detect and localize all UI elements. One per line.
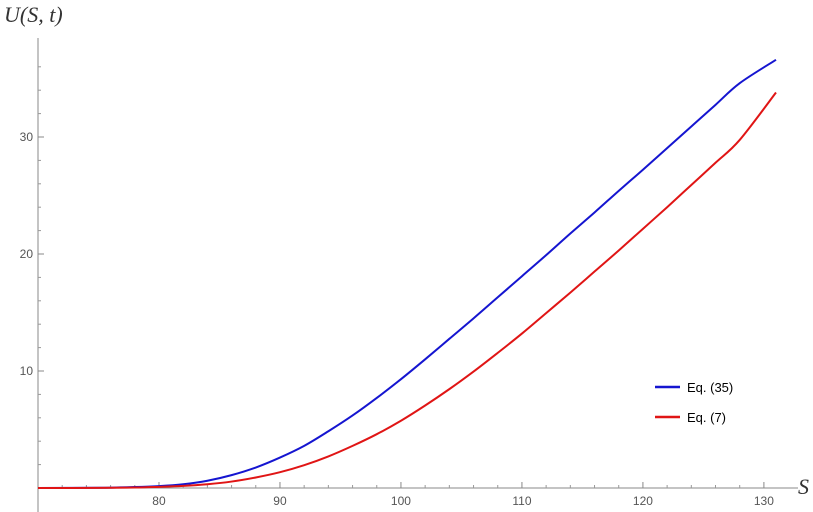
legend-label: Eq. (7) <box>687 410 726 425</box>
legend-label: Eq. (35) <box>687 380 733 395</box>
x-tick-label: 110 <box>512 494 531 508</box>
y-axis-label: U(S, t) <box>4 2 63 27</box>
series-layer <box>37 58 777 489</box>
x-tick-label: 90 <box>273 494 287 508</box>
x-tick-label: 130 <box>754 494 774 508</box>
axes: 80 90 100 110 120 130 10 20 30 <box>20 38 798 512</box>
x-axis-label: S <box>798 474 809 499</box>
y-tick-label: 20 <box>20 247 34 261</box>
legend: Eq. (35) Eq. (7) <box>655 380 733 425</box>
x-tick-label: 100 <box>391 494 411 508</box>
y-tick-label: 30 <box>20 130 34 144</box>
x-tick-label: 120 <box>633 494 653 508</box>
series-line-1 <box>37 58 777 489</box>
y-tick-label: 10 <box>20 364 34 378</box>
x-tick-label: 80 <box>152 494 166 508</box>
series-line-2 <box>37 91 777 489</box>
